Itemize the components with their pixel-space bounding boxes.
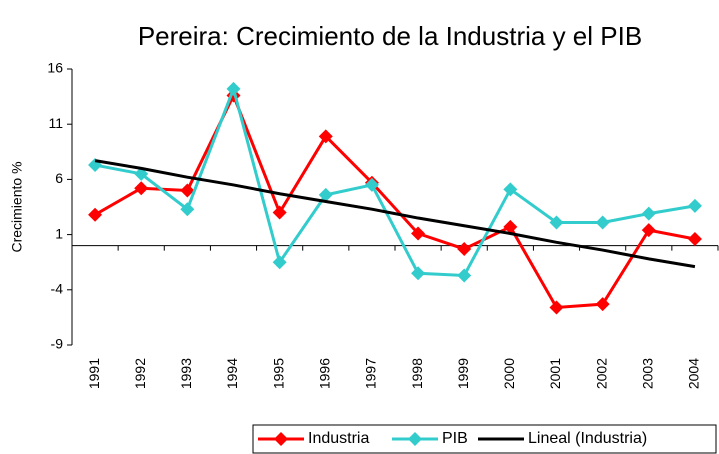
marker bbox=[134, 181, 149, 196]
x-tick-label: 2002 bbox=[593, 358, 609, 389]
x-tick-label: 1994 bbox=[224, 358, 240, 389]
marker bbox=[595, 215, 610, 230]
y-tick-label: -9 bbox=[51, 336, 64, 352]
legend-marker bbox=[274, 432, 288, 446]
x-tick-label: 1993 bbox=[178, 358, 194, 389]
series-line bbox=[94, 159, 696, 269]
y-tick-label: 1 bbox=[55, 225, 63, 241]
marker bbox=[318, 129, 333, 144]
y-tick-label: 16 bbox=[47, 60, 63, 76]
x-tick-label: 2001 bbox=[547, 358, 563, 389]
marker bbox=[641, 223, 656, 238]
x-tick-label: 1996 bbox=[316, 358, 332, 389]
legend-label: Industria bbox=[308, 430, 369, 447]
y-tick-label: 11 bbox=[48, 115, 63, 131]
chart-title: Pereira: Crecimiento de la Industria y e… bbox=[138, 21, 642, 51]
x-tick-label: 1992 bbox=[132, 358, 148, 389]
x-tick-label: 2000 bbox=[501, 358, 517, 389]
marker bbox=[595, 297, 610, 312]
marker bbox=[503, 182, 518, 197]
y-tick-label: 6 bbox=[55, 170, 63, 186]
y-axis-label: Crecimiento % bbox=[9, 161, 25, 252]
marker bbox=[503, 219, 518, 234]
marker bbox=[549, 300, 564, 315]
marker bbox=[318, 187, 333, 202]
legend-label: Lineal (Industria) bbox=[528, 430, 647, 447]
legend-label: PIB bbox=[442, 430, 468, 447]
marker bbox=[226, 81, 241, 96]
y-tick-label: -4 bbox=[51, 281, 64, 297]
x-tick-label: 2004 bbox=[686, 358, 702, 389]
series-line bbox=[94, 84, 696, 277]
legend-marker bbox=[408, 432, 422, 446]
x-tick-label: 2003 bbox=[639, 358, 655, 389]
x-tick-label: 1991 bbox=[86, 358, 102, 389]
x-tick-label: 1997 bbox=[363, 358, 379, 389]
marker bbox=[180, 183, 195, 198]
x-tick-label: 1999 bbox=[455, 358, 471, 389]
marker bbox=[457, 241, 472, 256]
marker bbox=[687, 232, 702, 247]
series-line bbox=[94, 91, 696, 310]
marker bbox=[272, 255, 287, 270]
marker bbox=[457, 268, 472, 283]
x-tick-label: 1998 bbox=[409, 358, 425, 389]
marker bbox=[411, 226, 426, 241]
marker bbox=[180, 202, 195, 217]
marker bbox=[88, 207, 103, 222]
marker bbox=[364, 177, 379, 192]
marker bbox=[641, 206, 656, 221]
marker bbox=[687, 198, 702, 213]
x-tick-label: 1995 bbox=[270, 358, 286, 389]
marker bbox=[549, 215, 564, 230]
marker bbox=[411, 266, 426, 281]
marker bbox=[272, 205, 287, 220]
